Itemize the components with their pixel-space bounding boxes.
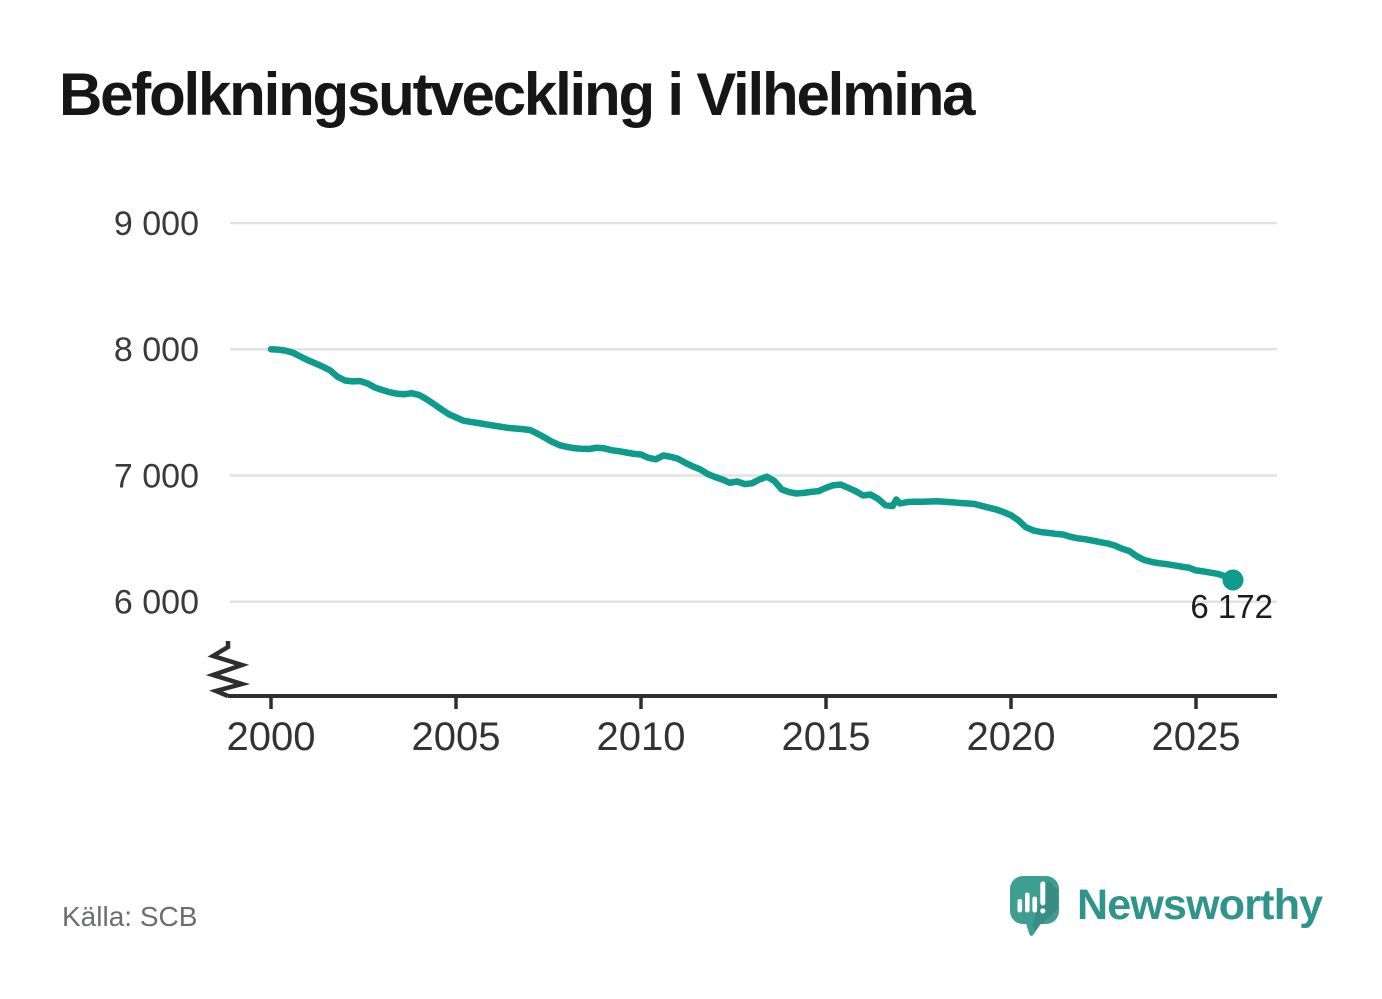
brand-name: Newsworthy <box>1077 880 1323 929</box>
x-tick-label-2015: 2015 <box>782 715 871 759</box>
gridlines <box>230 221 1277 603</box>
latest-value-dot <box>1222 569 1244 591</box>
x-axis-ticks <box>269 696 1198 709</box>
x-tick-label-2010: 2010 <box>597 715 686 759</box>
x-tick-label-2025: 2025 <box>1152 715 1241 759</box>
chart-title: Befolkningsutveckling i Vilhelmina <box>59 61 976 128</box>
x-tick-label-2005: 2005 <box>412 715 501 759</box>
y-tick-label-7000: 7 000 <box>114 457 199 495</box>
source-note: Källa: SCB <box>62 901 198 932</box>
y-axis-break-zigzag-icon <box>205 641 251 699</box>
newsworthy-icon <box>1010 876 1059 936</box>
y-tick-label-9000: 9 000 <box>114 205 199 243</box>
y-tick-label-8000: 8 000 <box>114 331 199 369</box>
y-tick-label-6000: 6 000 <box>114 584 199 622</box>
latest-value-label: 6 172 <box>1190 588 1273 625</box>
brand-logo: Newsworthy <box>1010 876 1323 940</box>
x-tick-label-2000: 2000 <box>227 715 316 759</box>
y-axis-labels: 6 000 7 000 8 000 9 000 <box>114 205 199 622</box>
x-axis: 2000 2005 2010 2015 2020 2025 <box>205 641 1277 759</box>
population-series-line <box>267 345 1237 584</box>
x-tick-label-2020: 2020 <box>967 715 1056 759</box>
x-axis-tick-labels: 2000 2005 2010 2015 2020 2025 <box>227 715 1241 759</box>
